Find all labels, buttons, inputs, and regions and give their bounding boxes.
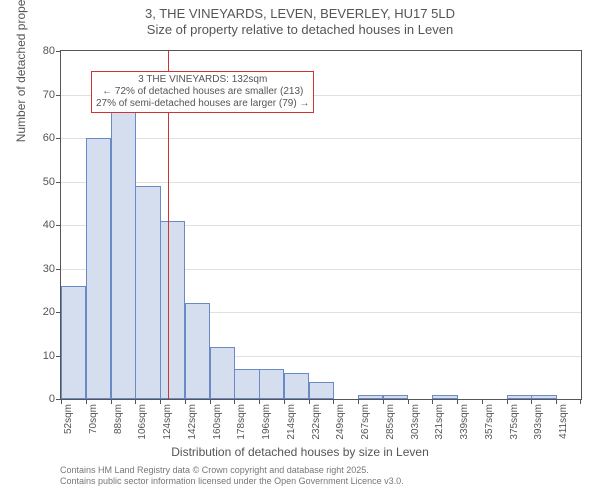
histogram-bar (185, 303, 210, 399)
histogram-bar (284, 373, 309, 399)
y-tick-label: 10 (31, 350, 55, 362)
x-axis-label: Distribution of detached houses by size … (0, 445, 600, 459)
y-tick-label: 60 (31, 132, 55, 144)
histogram-bar (234, 369, 259, 399)
x-tick-label: 393sqm (533, 404, 544, 440)
title-line2: Size of property relative to detached ho… (147, 22, 453, 37)
x-tick-label: 357sqm (484, 404, 495, 440)
histogram-bar (259, 369, 284, 399)
x-tick-label: 88sqm (113, 404, 124, 434)
histogram-bar (507, 395, 532, 399)
histogram-bar (210, 347, 235, 399)
y-tick-label: 30 (31, 263, 55, 275)
x-tick-label: 196sqm (261, 404, 272, 440)
x-tick-label: 411sqm (558, 404, 569, 439)
x-tick-label: 321sqm (434, 404, 445, 440)
plot-inner: 0102030405060708052sqm70sqm88sqm106sqm12… (60, 50, 582, 400)
histogram-bar (383, 395, 408, 399)
x-tick-label: 160sqm (212, 404, 223, 440)
title-line1: 3, THE VINEYARDS, LEVEN, BEVERLEY, HU17 … (145, 6, 455, 21)
x-tick-label: 339sqm (459, 404, 470, 440)
x-tick-label: 142sqm (187, 404, 198, 440)
histogram-bar (309, 382, 334, 399)
x-tick-label: 124sqm (162, 404, 173, 440)
y-tick-label: 0 (31, 393, 55, 405)
histogram-bar (432, 395, 457, 399)
histogram-bar (111, 112, 136, 399)
histogram-bar (86, 138, 111, 399)
x-tick-label: 249sqm (335, 404, 346, 440)
x-tick-label: 70sqm (88, 404, 99, 434)
x-tick-label: 214sqm (286, 404, 297, 440)
x-tick-label: 106sqm (137, 404, 148, 440)
x-tick-label: 267sqm (360, 404, 371, 440)
annotation-line3: 27% of semi-detached houses are larger (… (96, 98, 309, 109)
histogram-bar (61, 286, 86, 399)
histogram-bar (531, 395, 556, 399)
histogram-bar (358, 395, 383, 399)
plot-area: 0102030405060708052sqm70sqm88sqm106sqm12… (60, 50, 582, 400)
footer-attribution: Contains HM Land Registry data © Crown c… (60, 465, 404, 487)
footer-line2: Contains public sector information licen… (60, 476, 404, 486)
y-tick-label: 50 (31, 176, 55, 188)
chart-container: 3, THE VINEYARDS, LEVEN, BEVERLEY, HU17 … (0, 0, 600, 500)
y-axis-label: Number of detached properties (14, 0, 28, 142)
footer-line1: Contains HM Land Registry data © Crown c… (60, 465, 369, 475)
histogram-bar (160, 221, 185, 399)
histogram-bar (135, 186, 160, 399)
annotation-line2: ← 72% of detached houses are smaller (21… (102, 86, 303, 97)
annotation-box: 3 THE VINEYARDS: 132sqm← 72% of detached… (91, 71, 314, 113)
x-tick-label: 52sqm (63, 404, 74, 434)
x-tick-label: 232sqm (311, 404, 322, 440)
x-tick-label: 178sqm (236, 404, 247, 440)
y-tick-label: 20 (31, 306, 55, 318)
x-tick-label: 375sqm (509, 404, 520, 440)
y-tick-label: 80 (31, 45, 55, 57)
x-tick-label: 285sqm (385, 404, 396, 440)
y-tick-label: 70 (31, 89, 55, 101)
annotation-line1: 3 THE VINEYARDS: 132sqm (138, 74, 267, 85)
y-tick-label: 40 (31, 219, 55, 231)
chart-title: 3, THE VINEYARDS, LEVEN, BEVERLEY, HU17 … (0, 0, 600, 39)
gridline (61, 182, 581, 183)
gridline (61, 138, 581, 139)
x-tick-label: 303sqm (410, 404, 421, 440)
